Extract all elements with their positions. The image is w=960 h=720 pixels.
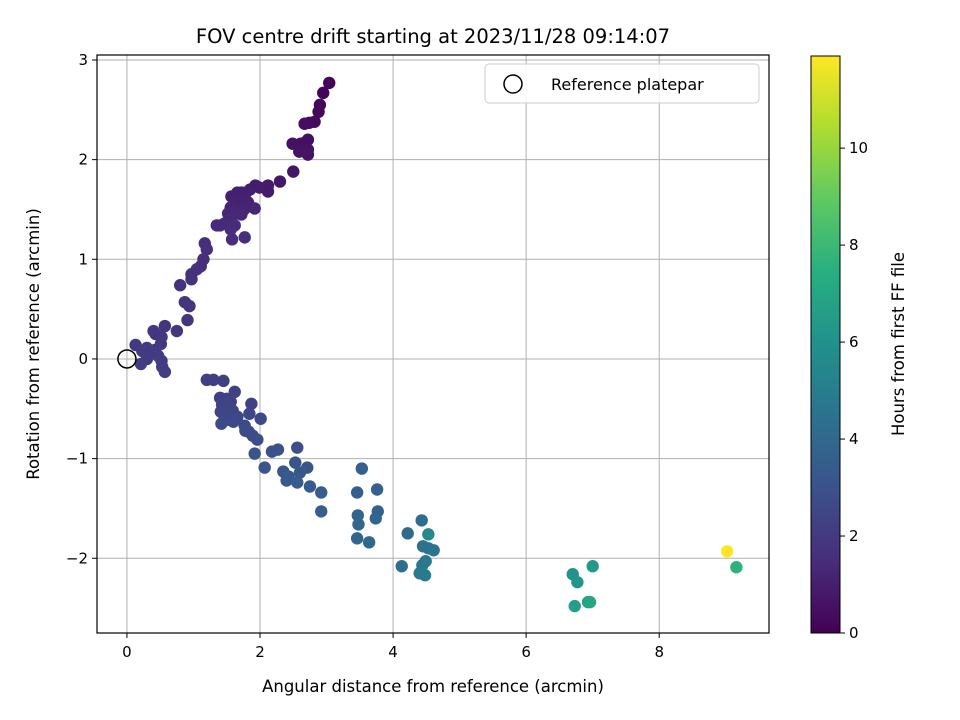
scatter-point <box>248 202 261 215</box>
scatter-points <box>129 76 743 613</box>
scatter-point <box>352 518 365 531</box>
colorbar-gradient <box>810 55 841 634</box>
scatter-point <box>245 397 258 410</box>
scatter-point <box>265 445 279 458</box>
legend-marker-icon <box>503 74 523 94</box>
legend-box <box>484 63 760 104</box>
scatter-point <box>207 373 220 387</box>
y-tick-label: −2 <box>66 549 88 567</box>
scatter-point <box>227 415 240 428</box>
scatter-point <box>586 560 599 573</box>
scatter-point <box>280 474 293 487</box>
y-tick-label: 2 <box>78 151 88 169</box>
scatter-point <box>228 385 241 399</box>
scatter-point <box>238 231 251 244</box>
scatter-point <box>350 486 364 499</box>
scatter-point <box>583 595 597 609</box>
y-tick-label: 3 <box>78 51 88 69</box>
colorbar-label: Hours from first FF file <box>889 252 908 436</box>
scatter-point <box>293 466 307 479</box>
scatter-point <box>355 462 369 475</box>
scatter-point <box>303 480 317 493</box>
scatter-point <box>422 528 435 541</box>
colorbar-tick-label: 8 <box>849 236 859 254</box>
scatter-point <box>730 561 743 574</box>
scatter-point <box>158 365 172 379</box>
scatter-point <box>224 223 237 236</box>
scatter-point <box>720 545 734 558</box>
scatter-point <box>312 105 325 119</box>
colorbar-ticks: 0 2 4 6 8 10 <box>840 139 868 642</box>
scatter-point <box>362 536 376 549</box>
scatter-point <box>235 208 248 221</box>
legend-entry-label: Reference platepar <box>551 75 704 94</box>
colorbar: 0 2 4 6 8 10 Hours from first FF file <box>810 55 908 642</box>
scatter-point <box>568 599 581 613</box>
scatter-point <box>225 233 239 246</box>
y-tick-label: 1 <box>78 250 88 268</box>
scatter-point <box>158 319 172 333</box>
scatter-point <box>273 175 287 188</box>
x-tick-label: 0 <box>122 643 132 661</box>
scatter-point <box>215 417 228 430</box>
scatter-point <box>248 447 261 460</box>
scatter-point <box>217 374 230 388</box>
scatter-point <box>210 219 223 232</box>
scatter-point <box>369 512 382 525</box>
scatter-point <box>243 407 256 420</box>
x-tick-label: 8 <box>654 643 664 661</box>
colorbar-tick-label: 0 <box>849 624 859 642</box>
scatter-point <box>427 544 440 557</box>
scatter-point <box>183 299 196 313</box>
y-tick-label: −1 <box>66 450 88 468</box>
scatter-point <box>289 456 302 469</box>
scatter-point <box>287 165 300 178</box>
scatter-point <box>301 148 315 161</box>
scatter-point <box>258 461 271 474</box>
plot-frame <box>96 54 770 634</box>
reference-point-marker <box>117 349 137 369</box>
y-axis-ticks: −2 −1 0 1 2 3 <box>66 51 97 567</box>
scatter-point <box>173 279 187 292</box>
scatter-point <box>170 324 184 338</box>
scatter-point <box>291 476 304 489</box>
colorbar-tick-label: 6 <box>849 333 859 351</box>
scatter-point <box>181 313 194 327</box>
scatter-point <box>315 486 328 499</box>
x-tick-label: 2 <box>255 643 265 661</box>
colorbar-tick-label: 10 <box>849 139 868 157</box>
y-axis-label: Rotation from reference (arcmin) <box>24 208 43 480</box>
legend: Reference platepar <box>484 63 760 104</box>
x-tick-label: 4 <box>388 643 398 661</box>
x-tick-label: 6 <box>521 643 531 661</box>
colorbar-tick-label: 4 <box>849 430 859 448</box>
scatter-point <box>351 509 365 522</box>
scatter-point <box>395 560 408 573</box>
scatter-point <box>401 527 414 540</box>
scatter-point <box>315 505 328 518</box>
scatter-point <box>418 569 432 582</box>
scatter-point <box>415 514 428 527</box>
scatter-point <box>298 117 311 130</box>
scatter-point <box>251 433 264 446</box>
y-tick-label: 0 <box>78 350 88 368</box>
chart-title: FOV centre drift starting at 2023/11/28 … <box>196 25 670 48</box>
x-axis-label: Angular distance from reference (arcmin) <box>262 677 604 696</box>
x-axis-ticks: 0 2 4 6 8 <box>122 633 664 661</box>
scatter-point <box>571 575 584 589</box>
scatter-point <box>291 441 304 454</box>
scatter-point <box>254 412 267 425</box>
scatter-point <box>317 86 330 100</box>
scatter-point <box>200 243 213 256</box>
scatter-point <box>134 357 148 371</box>
colorbar-tick-label: 2 <box>849 527 859 545</box>
grid <box>97 55 769 633</box>
scatter-point <box>185 273 198 286</box>
scatter-point <box>370 483 384 496</box>
scatter-point <box>323 76 336 90</box>
scatter-point <box>350 532 364 545</box>
